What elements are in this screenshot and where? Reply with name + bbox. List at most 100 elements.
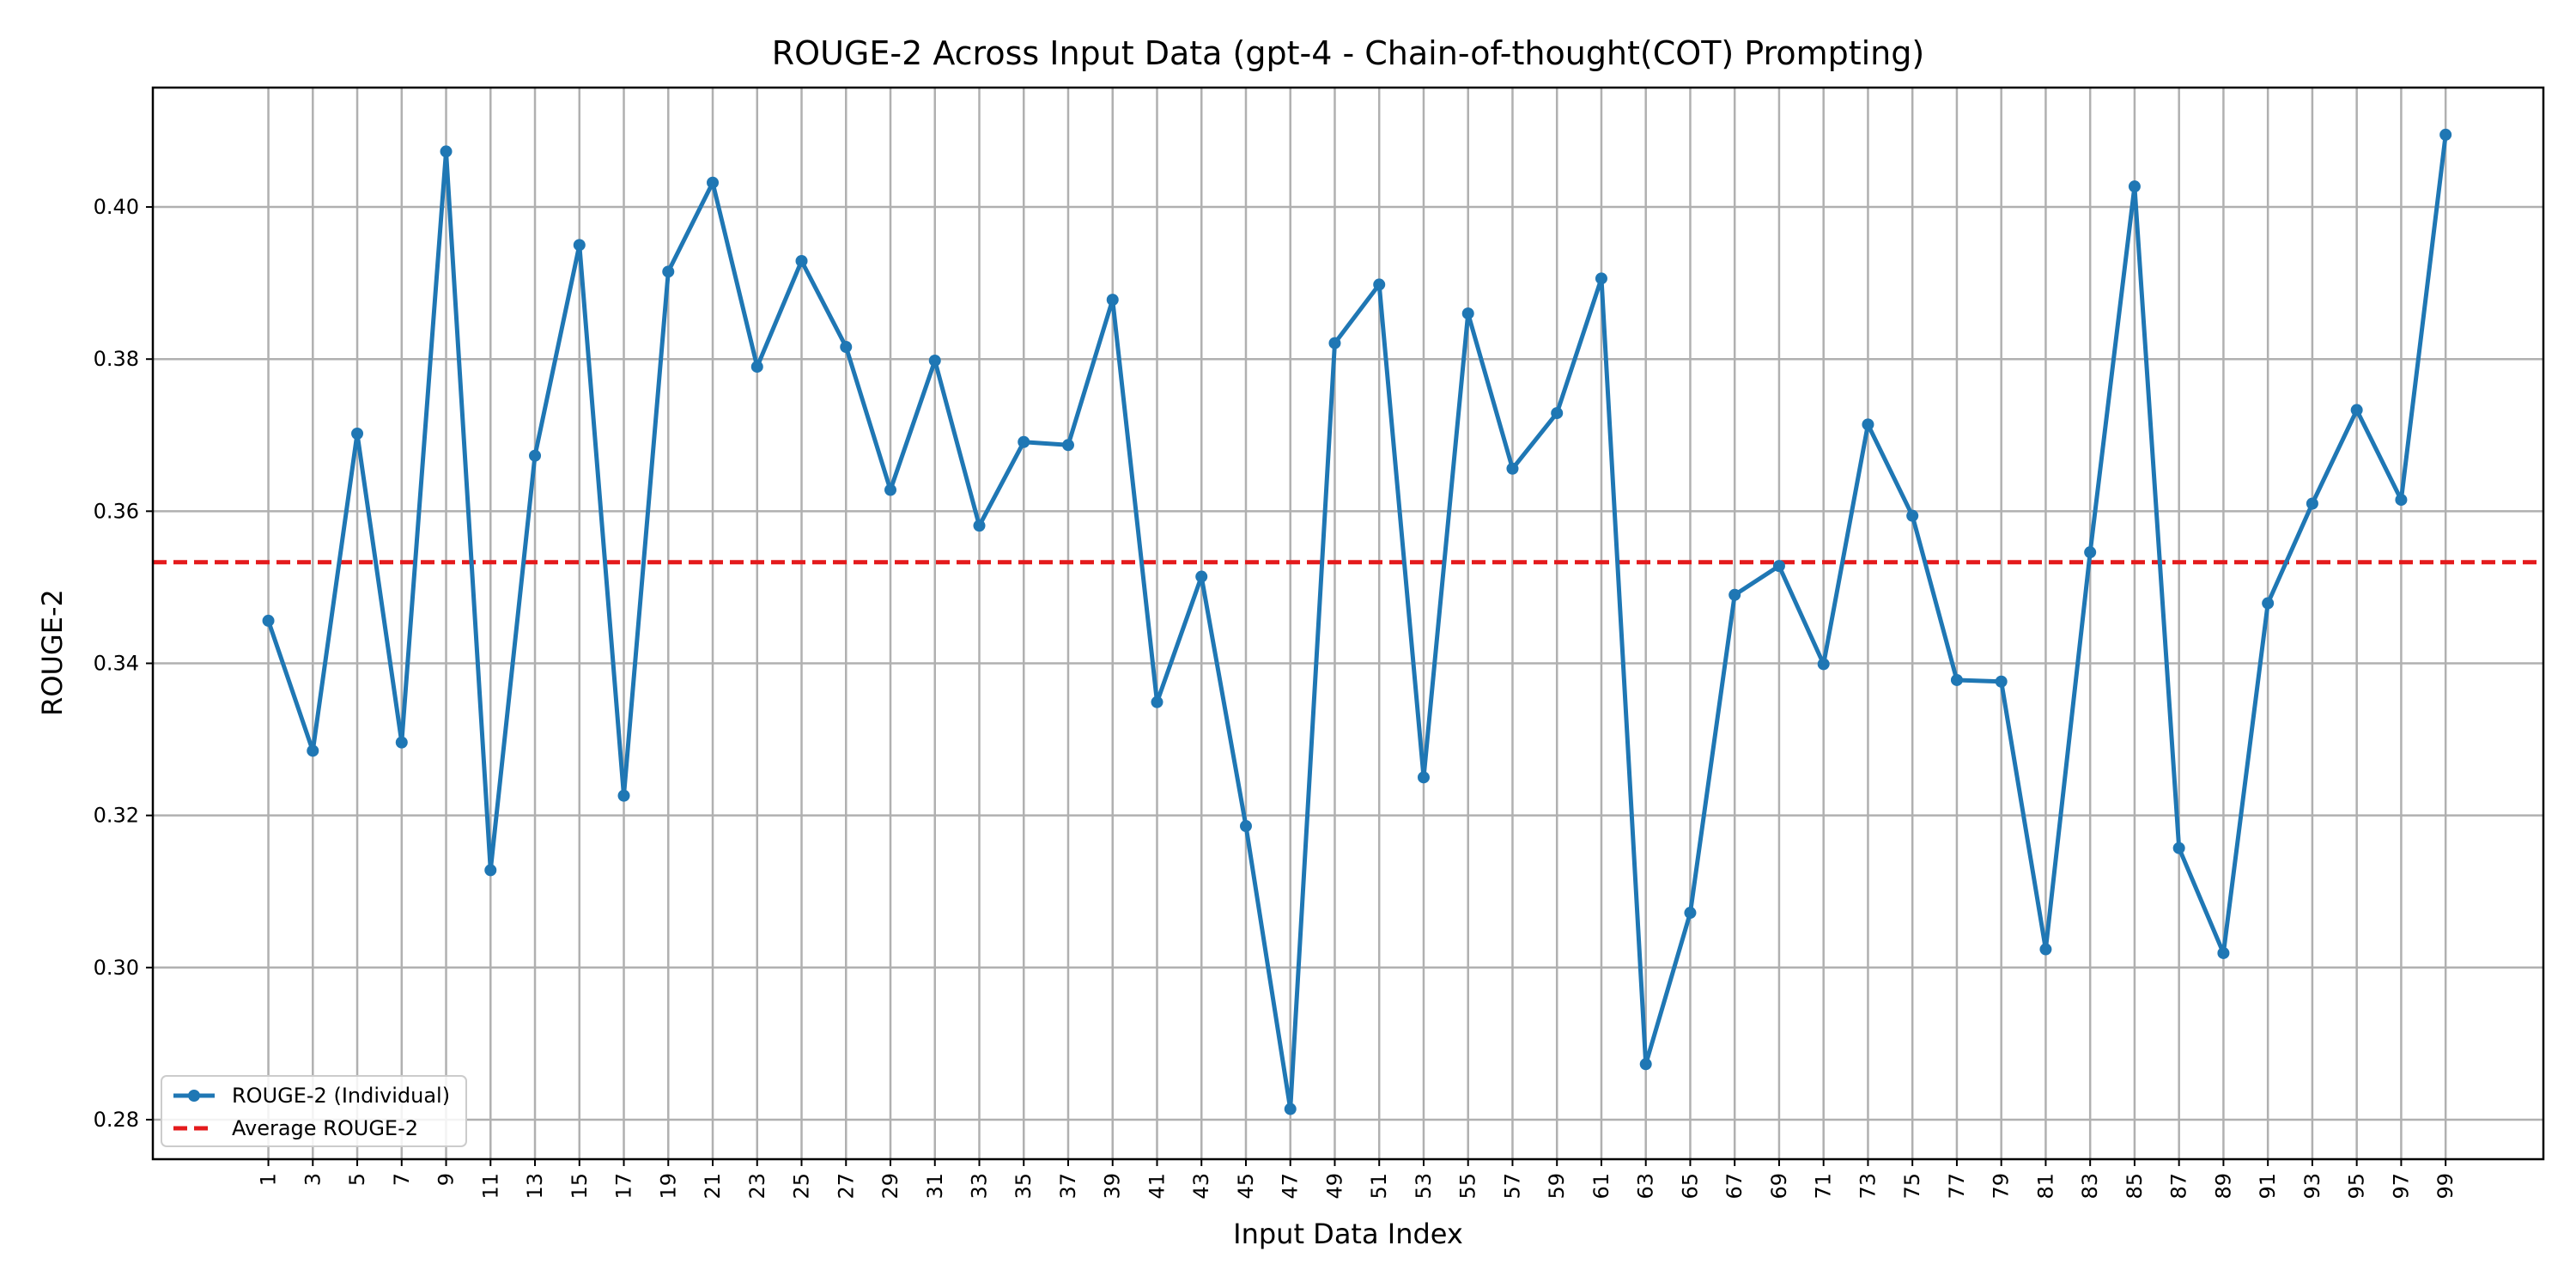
x-tick-label: 67 bbox=[1722, 1173, 1747, 1200]
data-point bbox=[795, 254, 808, 267]
x-tick-label: 43 bbox=[1189, 1173, 1213, 1200]
x-tick-label: 81 bbox=[2033, 1173, 2057, 1200]
x-tick-label: 51 bbox=[1367, 1173, 1391, 1200]
x-tick-label: 83 bbox=[2078, 1173, 2102, 1200]
x-tick-label: 47 bbox=[1279, 1173, 1303, 1200]
x-axis-ticks: 1 3 5 7 9 11 13 15 17 19 21 23 25 27 29 31 33 35 37 39 41 43 4… bbox=[257, 1159, 2458, 1200]
x-tick-label: 99 bbox=[2433, 1173, 2458, 1200]
x-tick-label: 5 bbox=[345, 1173, 369, 1186]
legend-average-label: Average ROUGE-2 bbox=[232, 1116, 418, 1140]
data-point bbox=[1906, 509, 1919, 522]
data-point bbox=[662, 265, 675, 278]
legend: ROUGE-2 (Individual) Average ROUGE-2 bbox=[161, 1075, 467, 1147]
y-tick-label: 0.38 bbox=[94, 347, 139, 371]
x-tick-label: 35 bbox=[1012, 1173, 1036, 1200]
data-point bbox=[750, 361, 763, 374]
x-tick-label: 55 bbox=[1456, 1173, 1480, 1200]
x-tick-label: 15 bbox=[568, 1173, 592, 1200]
y-tick-label: 0.30 bbox=[94, 956, 139, 980]
x-tick-label: 21 bbox=[701, 1173, 725, 1200]
x-tick-label: 53 bbox=[1412, 1173, 1436, 1200]
data-point bbox=[1239, 820, 1252, 833]
x-tick-label: 9 bbox=[434, 1173, 459, 1186]
y-axis-label: ROUGE-2 bbox=[36, 589, 69, 716]
x-tick-label: 73 bbox=[1856, 1173, 1880, 1200]
x-tick-label: 25 bbox=[790, 1173, 814, 1200]
series-layer bbox=[262, 128, 2452, 1115]
data-point bbox=[840, 341, 853, 354]
x-tick-label: 85 bbox=[2123, 1173, 2147, 1200]
x-tick-label: 13 bbox=[523, 1173, 547, 1200]
data-point bbox=[1106, 294, 1119, 307]
data-point bbox=[2350, 404, 2363, 416]
data-point bbox=[2306, 497, 2318, 510]
data-point bbox=[707, 176, 720, 189]
data-point bbox=[973, 519, 986, 532]
y-tick-label: 0.40 bbox=[94, 195, 139, 219]
data-point bbox=[884, 483, 897, 496]
x-tick-label: 3 bbox=[301, 1173, 325, 1186]
data-point bbox=[1551, 407, 1564, 420]
x-tick-label: 17 bbox=[612, 1173, 636, 1200]
data-point bbox=[617, 789, 630, 802]
x-tick-label: 63 bbox=[1634, 1173, 1658, 1200]
data-point bbox=[307, 744, 319, 757]
legend-series-label: ROUGE-2 (Individual) bbox=[232, 1084, 450, 1108]
data-point bbox=[395, 736, 408, 749]
data-point bbox=[1373, 278, 1386, 291]
x-tick-label: 1 bbox=[257, 1173, 281, 1186]
x-tick-label: 89 bbox=[2211, 1173, 2235, 1200]
data-point bbox=[1595, 272, 1607, 285]
data-point bbox=[1151, 696, 1163, 708]
series-line bbox=[266, 134, 2448, 1111]
x-tick-label: 27 bbox=[834, 1173, 858, 1200]
x-tick-label: 77 bbox=[1945, 1173, 1969, 1200]
data-point bbox=[2039, 943, 2052, 956]
data-point bbox=[2395, 494, 2408, 507]
data-point bbox=[1328, 337, 1341, 349]
data-point bbox=[1195, 570, 1208, 583]
data-point bbox=[2262, 597, 2275, 610]
x-tick-label: 11 bbox=[478, 1173, 502, 1200]
data-point bbox=[1284, 1103, 1297, 1115]
x-tick-label: 75 bbox=[1900, 1173, 1924, 1200]
data-point bbox=[1684, 907, 1697, 920]
data-point bbox=[440, 145, 453, 158]
data-point bbox=[1417, 771, 1430, 784]
x-tick-label: 49 bbox=[1322, 1173, 1346, 1200]
data-point bbox=[351, 428, 364, 440]
legend-box bbox=[161, 1075, 467, 1147]
data-point bbox=[484, 864, 497, 877]
data-point bbox=[1506, 462, 1519, 475]
x-tick-label: 7 bbox=[390, 1173, 414, 1186]
x-tick-label: 69 bbox=[1767, 1173, 1791, 1200]
data-point bbox=[262, 614, 275, 627]
data-point bbox=[2084, 546, 2097, 559]
y-tick-label: 0.32 bbox=[94, 804, 139, 828]
data-point bbox=[1461, 307, 1474, 320]
legend-series-marker bbox=[188, 1090, 200, 1102]
x-tick-label: 39 bbox=[1101, 1173, 1125, 1200]
data-point bbox=[573, 239, 586, 252]
data-point bbox=[2439, 128, 2452, 141]
x-tick-label: 97 bbox=[2389, 1173, 2413, 1200]
grid bbox=[153, 88, 2543, 1159]
data-point bbox=[1639, 1058, 1652, 1071]
x-tick-label: 87 bbox=[2167, 1173, 2191, 1200]
x-tick-label: 19 bbox=[656, 1173, 680, 1200]
data-point bbox=[1950, 673, 1963, 686]
x-axis-label: Input Data Index bbox=[1233, 1218, 1463, 1250]
x-tick-label: 93 bbox=[2300, 1173, 2324, 1200]
x-tick-label: 59 bbox=[1545, 1173, 1569, 1200]
data-point bbox=[2172, 841, 2185, 854]
x-tick-label: 31 bbox=[923, 1173, 947, 1200]
x-tick-label: 65 bbox=[1678, 1173, 1702, 1200]
y-tick-label: 0.36 bbox=[94, 499, 139, 523]
data-point bbox=[1018, 435, 1030, 448]
data-point bbox=[1817, 658, 1830, 671]
data-point bbox=[1772, 560, 1785, 573]
x-tick-label: 91 bbox=[2256, 1173, 2280, 1200]
data-point bbox=[1728, 588, 1741, 601]
x-tick-label: 45 bbox=[1234, 1173, 1258, 1200]
data-point bbox=[1995, 675, 2008, 688]
